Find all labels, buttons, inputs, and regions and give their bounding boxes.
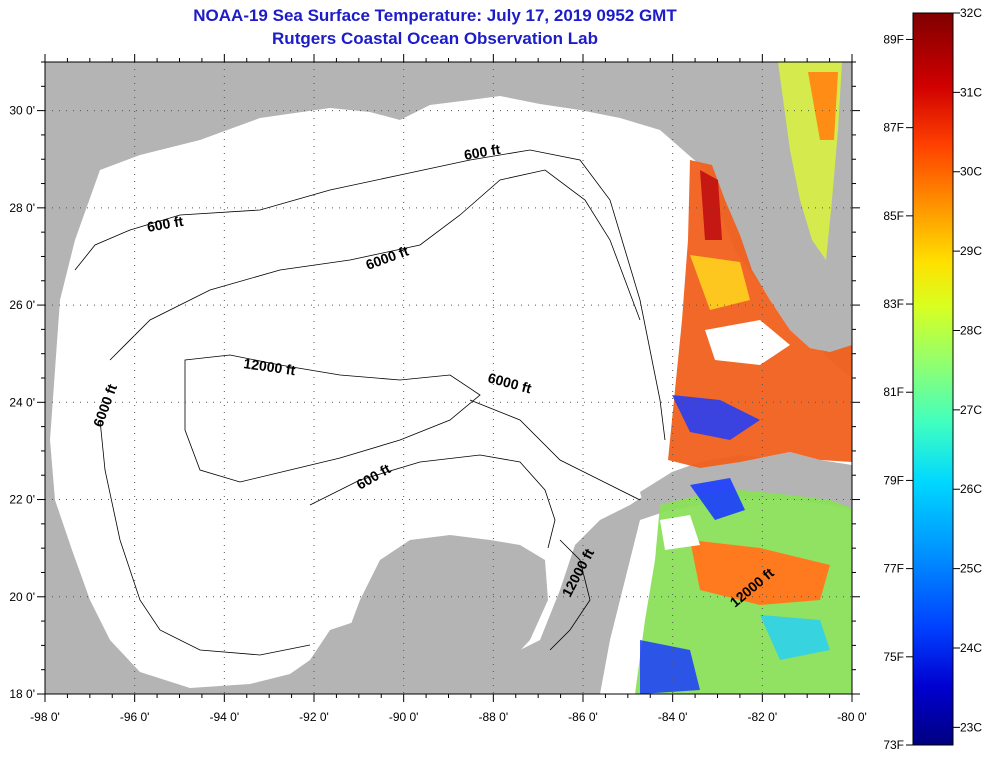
lon-tick-label: -82 0': [748, 710, 778, 724]
colorbar-f-label: 85F: [883, 209, 904, 223]
lon-tick-label: -98 0': [30, 710, 60, 724]
colorbar-f-label: 75F: [883, 650, 904, 664]
contour-6000ft: [109, 169, 641, 361]
colorbar-f-label: 79F: [883, 473, 904, 487]
sst-swath-patch: [760, 615, 830, 660]
graticule: [45, 62, 852, 694]
contour-label: 12000 ft: [243, 355, 297, 378]
sst-swath-patch: [672, 395, 760, 440]
sst-swath-patch: [690, 540, 830, 605]
colorbar-f-label: 77F: [883, 562, 904, 576]
map-subtitle: Rutgers Coastal Ocean Observation Lab: [272, 29, 598, 48]
sst-swath-patch: [690, 478, 745, 520]
lon-tick-label: -94 0': [210, 710, 240, 724]
colorbar-fahrenheit-labels: 89F 87F 85F 83F 81F 79F 77F 75F 73F: [883, 32, 913, 752]
sst-swath-patch: [700, 170, 722, 240]
bathymetry-contours: [74, 149, 666, 656]
colorbar-f-label: 81F: [883, 385, 904, 399]
sst-swath-patch: [640, 640, 700, 694]
colorbar-c-label: 31C: [960, 85, 982, 99]
sst-swath-patch: [660, 515, 700, 550]
lon-tick-label: -92 0': [299, 710, 329, 724]
lat-tick-label: 26 0': [9, 298, 35, 312]
lon-tick-label: -86 0': [568, 710, 598, 724]
colorbar-c-label: 26C: [960, 482, 982, 496]
colorbar-c-label: 23C: [960, 720, 982, 734]
lon-tick-label: -80 0': [837, 710, 867, 724]
sst-swath-patch: [808, 72, 838, 140]
colorbar-celsius-labels: 32C 31C 30C 29C 28C 27C 26C 25C 24C 23C: [953, 6, 982, 734]
lat-tick-label: 22 0': [9, 493, 35, 507]
colorbar-c-label: 29C: [960, 244, 982, 258]
map-title: NOAA-19 Sea Surface Temperature: July 17…: [193, 6, 677, 25]
gulf-water: [50, 96, 852, 688]
contour-label: 600 ft: [146, 213, 185, 235]
contour-600ft: [309, 454, 556, 549]
contour-label: 600 ft: [463, 141, 502, 163]
lon-tick-label: -96 0': [120, 710, 150, 724]
colorbar-f-label: 83F: [883, 297, 904, 311]
contour-6000ft: [469, 399, 641, 501]
lon-tick-label: -90 0': [389, 710, 419, 724]
colorbar-f-label: 87F: [883, 121, 904, 135]
lat-tick-label: 24 0': [9, 395, 35, 409]
yucatan-land: [330, 535, 548, 694]
lat-tick-label: 30 0': [9, 104, 35, 118]
colorbar-c-label: 28C: [960, 323, 982, 337]
sst-swath-patch: [705, 320, 790, 365]
colorbar-ramp: [912, 12, 954, 746]
map-plot-area: 600 ft 600 ft 600 ft 6000 ft 6000 ft 600…: [45, 62, 852, 694]
contour-12000ft: [184, 354, 481, 483]
colorbar-c-label: 30C: [960, 165, 982, 179]
lon-tick-label: -88 0': [479, 710, 509, 724]
lat-tick-label: 20 0': [9, 590, 35, 604]
colorbar-f-label: 73F: [883, 738, 904, 752]
contour-6000ft: [99, 419, 311, 656]
contour-600ft: [74, 149, 666, 441]
colorbar-c-label: 32C: [960, 6, 982, 20]
lon-tick-label: -84 0': [658, 710, 688, 724]
colorbar-c-label: 27C: [960, 403, 982, 417]
colorbar: 89F 87F 85F 83F 81F 79F 77F 75F 73F 32C 31C 30C 29C…: [883, 6, 982, 752]
cuba-land: [640, 455, 852, 510]
contour-12000ft: [549, 539, 591, 651]
lat-tick-label: 28 0': [9, 201, 35, 215]
colorbar-c-label: 24C: [960, 641, 982, 655]
axis-ticks: [37, 54, 860, 702]
colorbar-f-label: 89F: [883, 32, 904, 46]
axis-labels: -98 0' -96 0' -94 0' -92 0' -90 0' -88 0' -86 …: [9, 104, 866, 724]
colorbar-c-label: 25C: [960, 562, 982, 576]
lat-tick-label: 18 0': [9, 687, 35, 701]
florida-land: [560, 62, 852, 352]
sst-swath-patch: [690, 255, 750, 310]
